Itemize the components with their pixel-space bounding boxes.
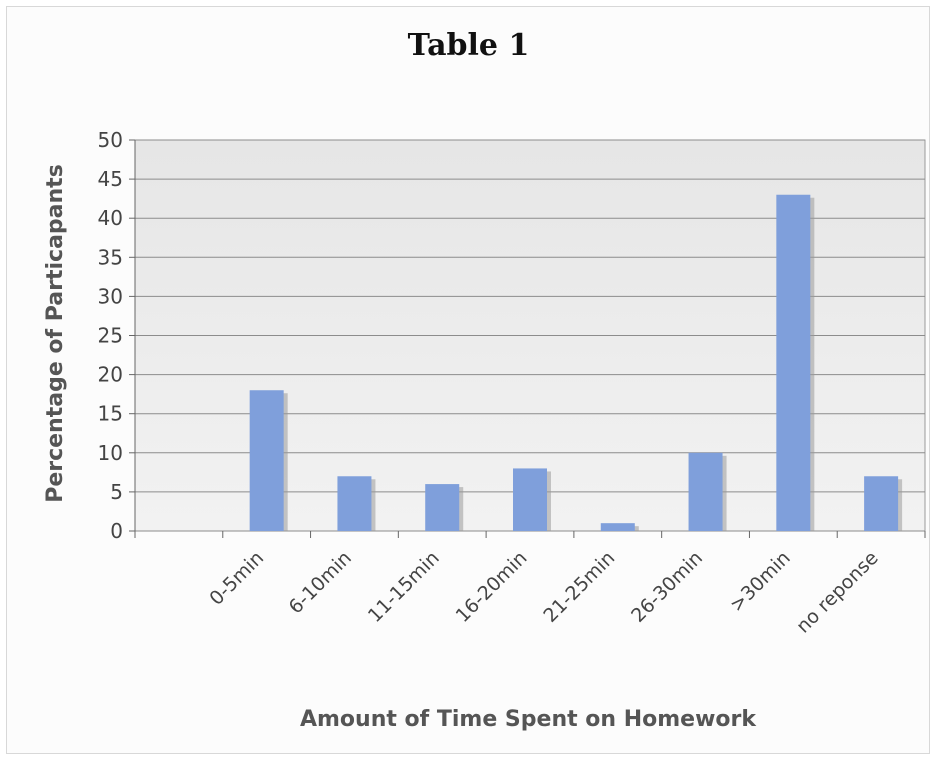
x-category-label: 6-10min: [285, 547, 356, 618]
x-category-label: no reponse: [792, 547, 883, 638]
y-tick-label: 10: [98, 441, 123, 465]
y-tick-label: 15: [98, 402, 123, 426]
y-axis-label: Percentage of Particapants: [43, 164, 68, 503]
x-category-label: 0-5min: [205, 547, 268, 610]
x-category-label: 16-20min: [452, 547, 532, 627]
y-tick-label: 30: [98, 284, 123, 308]
bar-26-30min: [688, 452, 723, 531]
y-tick-label: 25: [98, 324, 123, 348]
bar-11-15min: [425, 484, 460, 531]
x-category-label: >30min: [726, 547, 795, 616]
y-tick-label: 5: [110, 480, 123, 504]
y-tick-label: 50: [98, 128, 123, 152]
x-axis-label: Amount of Time Spent on Homework: [300, 707, 757, 732]
bar->30min: [776, 194, 811, 532]
chart-title: Table 1: [407, 28, 530, 63]
x-category-label: 11-15min: [364, 547, 444, 627]
bar-16-20min: [513, 468, 547, 531]
y-tick-label: 40: [98, 206, 123, 230]
bar-no reponse: [864, 476, 899, 531]
y-tick-label: 45: [98, 167, 123, 191]
bar-6-10min: [337, 476, 372, 531]
x-category-label: 21-25min: [539, 547, 619, 627]
bar-21-25min: [600, 523, 635, 531]
y-tick-label: 20: [98, 363, 123, 387]
y-tick-label: 35: [98, 245, 123, 269]
x-category-label: 26-30min: [627, 547, 707, 627]
bar-0-5min: [249, 390, 284, 531]
y-tick-label: 0: [110, 519, 123, 543]
